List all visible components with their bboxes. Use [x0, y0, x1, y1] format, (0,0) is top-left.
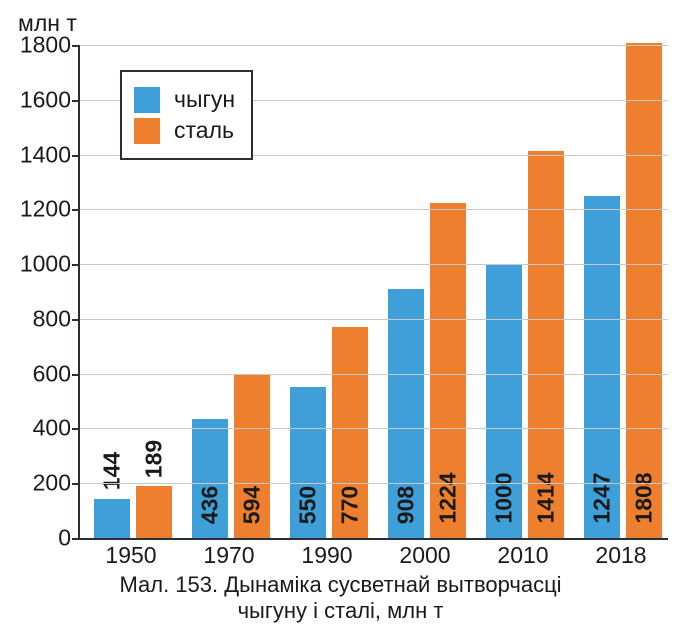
- y-tick: [72, 374, 80, 376]
- bar-value-label: 189: [141, 440, 168, 478]
- gridline: [80, 483, 668, 484]
- x-tick-label: 2018: [595, 542, 646, 569]
- bar-value-label: 770: [337, 485, 364, 523]
- y-tick-label: 1600: [11, 88, 71, 111]
- bar: [136, 486, 172, 538]
- y-tick-label: 600: [11, 362, 71, 385]
- bar-value-label: 1000: [491, 472, 518, 523]
- y-tick: [72, 45, 80, 47]
- bar-value-label: 550: [295, 485, 322, 523]
- bar-value-label: 436: [197, 485, 224, 523]
- y-tick: [72, 483, 80, 485]
- bar: [626, 43, 662, 538]
- legend-swatch: [134, 87, 160, 113]
- bar-value-label: 908: [393, 485, 420, 523]
- y-tick: [72, 538, 80, 540]
- y-tick: [72, 264, 80, 266]
- y-tick-label: 200: [11, 472, 71, 495]
- y-tick: [72, 319, 80, 321]
- bar: [94, 499, 130, 538]
- y-tick: [72, 209, 80, 211]
- y-tick: [72, 155, 80, 157]
- y-tick-label: 1800: [11, 34, 71, 57]
- x-tick-label: 1970: [203, 542, 254, 569]
- gridline: [80, 209, 668, 210]
- y-tick-label: 800: [11, 307, 71, 330]
- legend-label: чыгун: [174, 86, 235, 113]
- gridline: [80, 264, 668, 265]
- legend-item: сталь: [134, 117, 235, 144]
- y-tick-label: 1200: [11, 198, 71, 221]
- x-tick-label: 1950: [105, 542, 156, 569]
- legend: чыгун сталь: [120, 70, 253, 160]
- gridline: [80, 319, 668, 320]
- legend-item: чыгун: [134, 86, 235, 113]
- bar-value-label: 1247: [589, 472, 616, 523]
- gridline: [80, 428, 668, 429]
- y-tick-label: 1400: [11, 143, 71, 166]
- bar-value-label: 594: [239, 485, 266, 523]
- bar-value-label: 1224: [435, 472, 462, 523]
- bar-value-label: 1414: [533, 472, 560, 523]
- bar-value-label: 144: [99, 452, 126, 490]
- y-tick-label: 0: [11, 527, 71, 550]
- bar-chart: млн т 1441894365945507709081224100014141…: [0, 0, 681, 624]
- x-tick-label: 1990: [301, 542, 352, 569]
- y-tick-label: 400: [11, 417, 71, 440]
- gridline: [80, 45, 668, 46]
- chart-caption: Мал. 153. Дынаміка сусветнай вытворчасці…: [0, 572, 681, 625]
- y-tick: [72, 100, 80, 102]
- caption-line-1: Мал. 153. Дынаміка сусветнай вытворчасці: [119, 572, 561, 597]
- y-tick: [72, 428, 80, 430]
- bar-value-label: 1808: [631, 472, 658, 523]
- legend-swatch: [134, 118, 160, 144]
- x-tick-label: 2000: [399, 542, 450, 569]
- gridline: [80, 374, 668, 375]
- legend-label: сталь: [174, 117, 234, 144]
- y-tick-label: 1000: [11, 253, 71, 276]
- x-tick-label: 2010: [497, 542, 548, 569]
- caption-line-2: чыгуну і сталі, млн т: [238, 598, 444, 623]
